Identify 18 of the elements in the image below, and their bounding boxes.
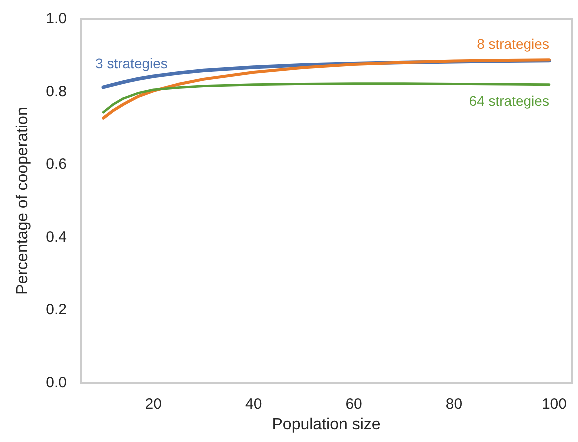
y-tick-label: 0.0 — [46, 374, 67, 392]
y-tick-label: 0.6 — [46, 156, 67, 174]
y-tick-label: 0.8 — [46, 83, 67, 100]
x-tick-label: 100 — [542, 396, 567, 413]
line-series — [102, 58, 551, 120]
series-label: 3 strategies — [96, 55, 168, 72]
line-series — [102, 82, 551, 114]
series-label: 8 strategies — [477, 36, 550, 52]
y-tick-label: 1.0 — [46, 10, 67, 28]
x-tick-label: 60 — [346, 396, 362, 413]
x-tick-label: 80 — [446, 396, 463, 413]
y-tick-label: 0.2 — [46, 302, 67, 319]
y-axis-title: Percentage of cooperation — [14, 107, 32, 295]
x-axis-title: Population size — [272, 416, 381, 434]
x-tick-label: 20 — [145, 396, 162, 413]
series-label: 64 strategies — [469, 92, 550, 109]
x-tick-label: 40 — [246, 396, 262, 413]
y-tick-label: 0.4 — [46, 228, 67, 246]
